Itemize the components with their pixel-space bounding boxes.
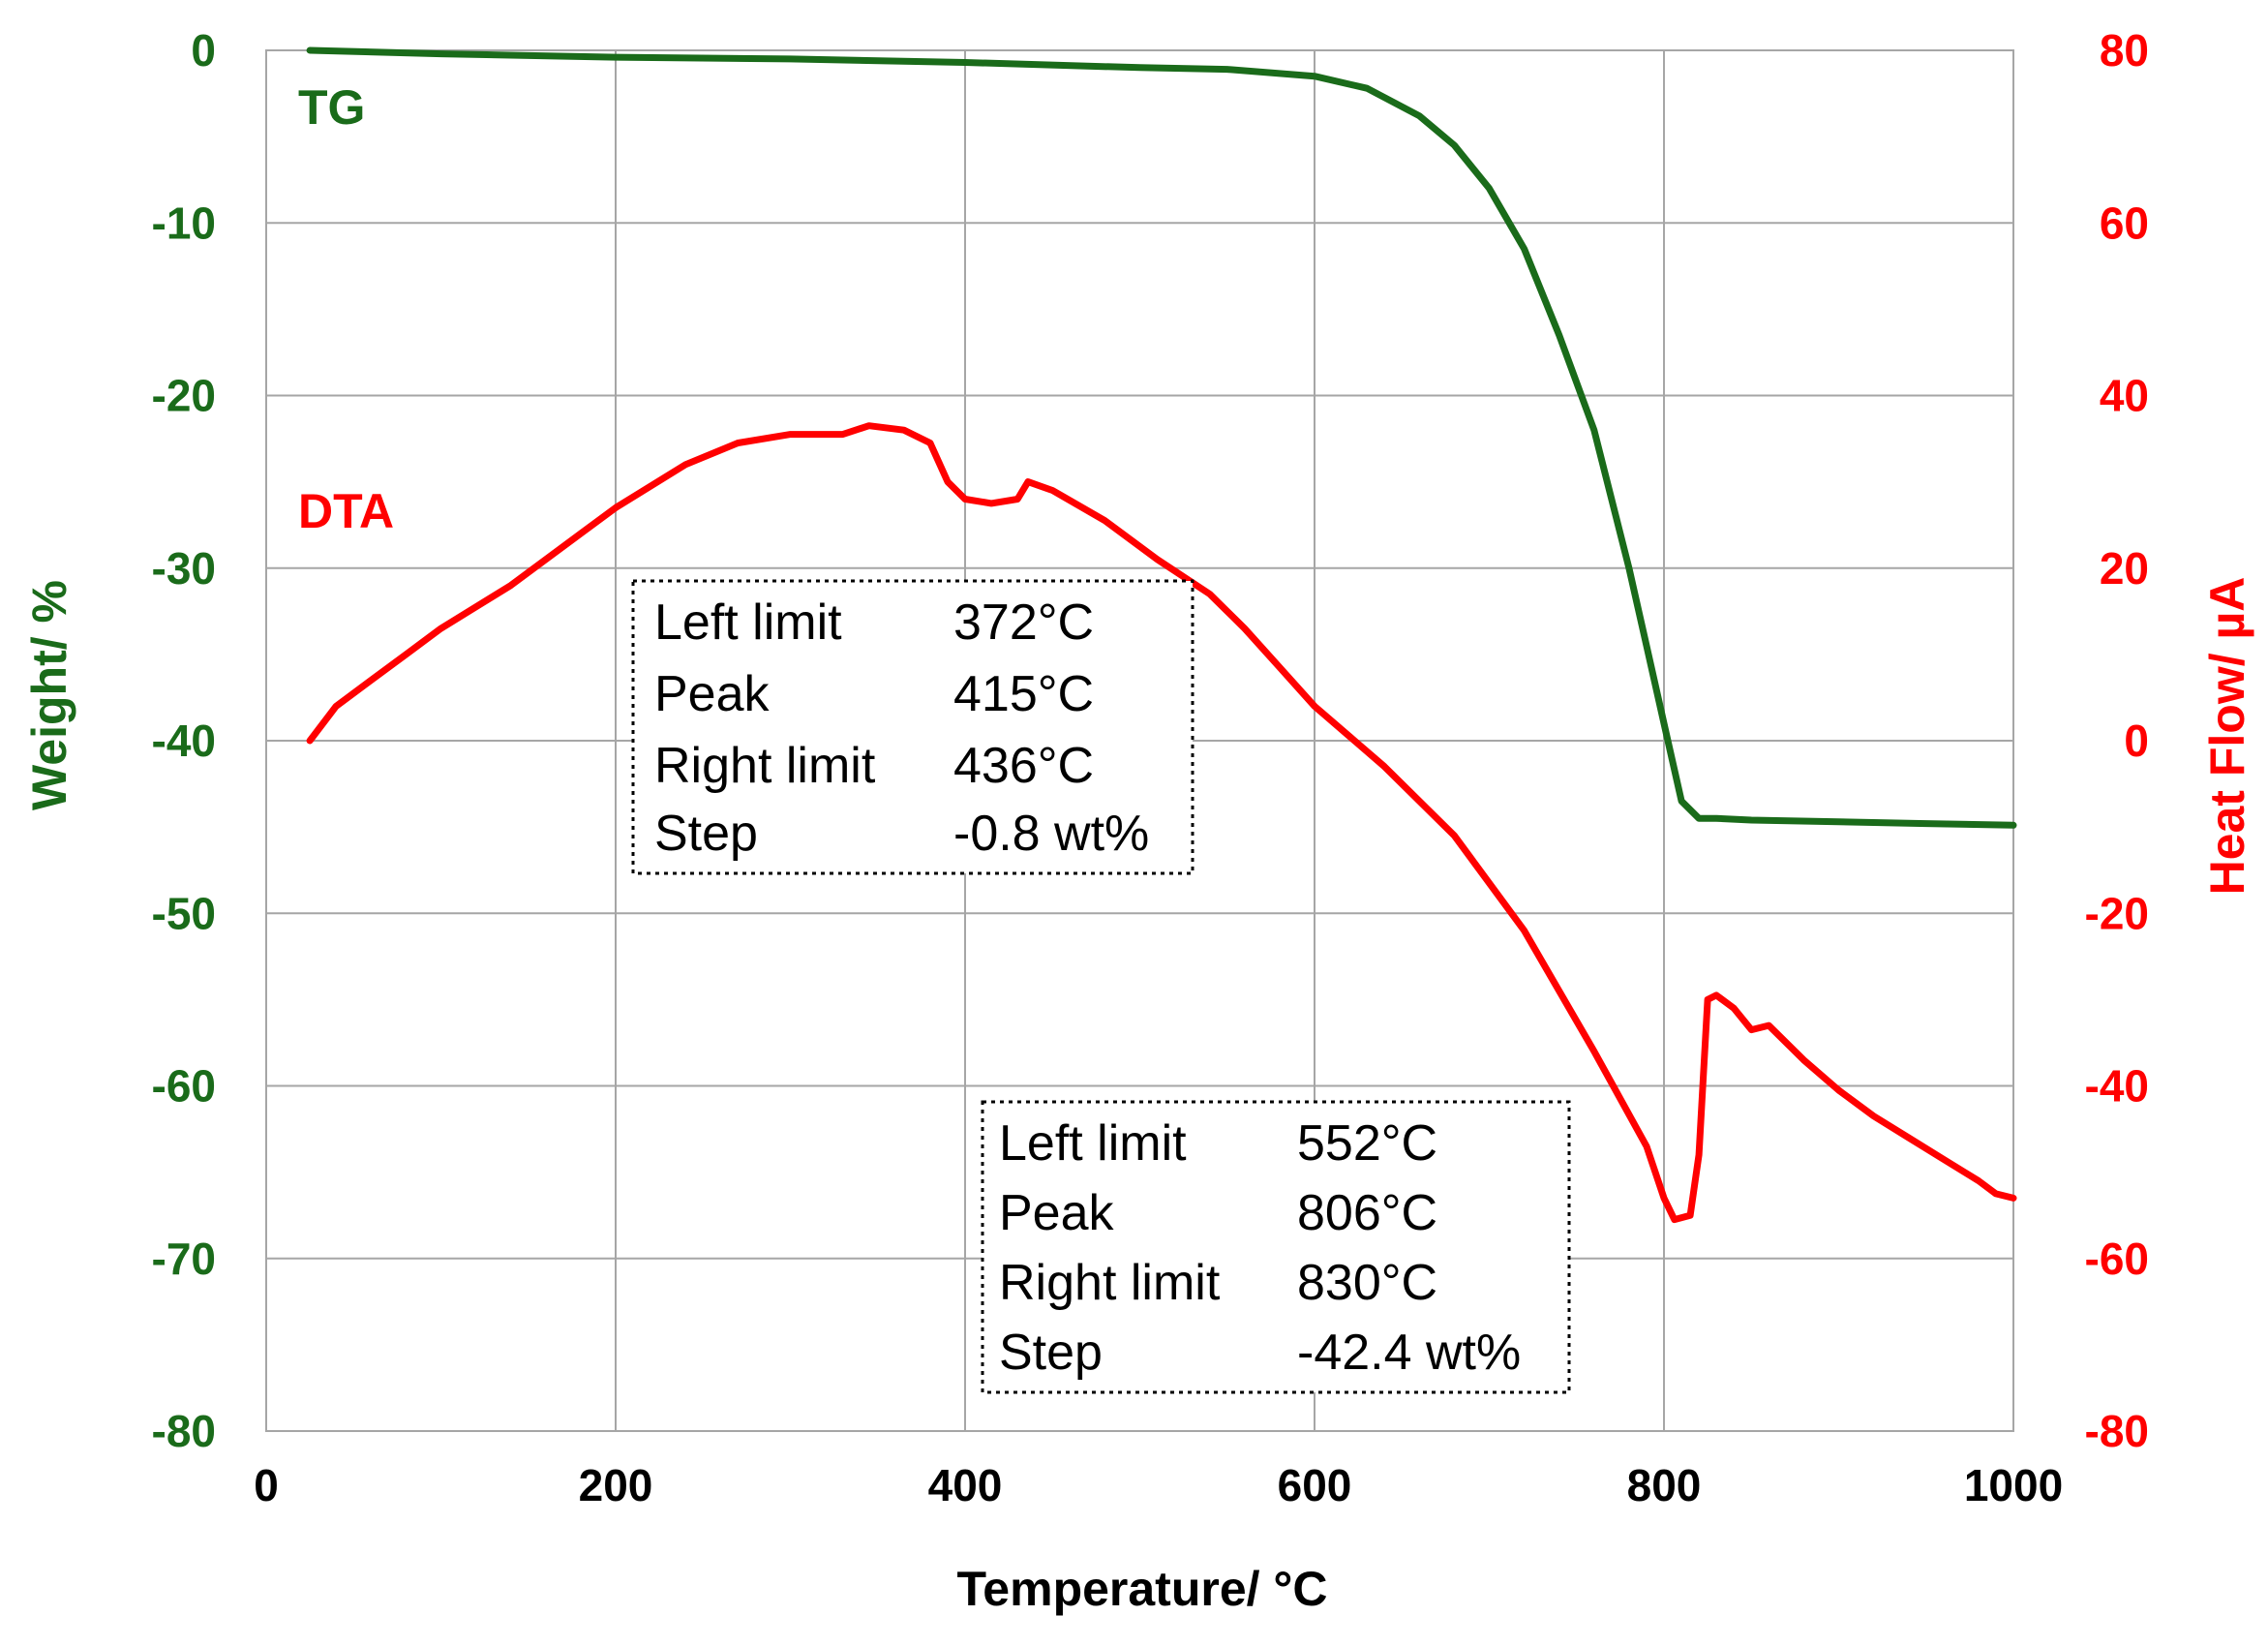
x-tick-label: 1000	[1964, 1460, 2063, 1510]
left-tick-label: -20	[152, 371, 216, 421]
left-tick-label: -40	[152, 716, 216, 766]
plot-area-frame	[265, 49, 2014, 1432]
grid	[266, 50, 2013, 1431]
x-tick-label: 600	[1278, 1460, 1352, 1510]
tg-series-line	[306, 46, 2017, 829]
annotation-value: 830°C	[1297, 1255, 1437, 1311]
tg-series-label: TG	[298, 80, 365, 135]
left-tick-label: -10	[152, 198, 216, 248]
annotation-box-1: Left limit 372°C Peak 415°C Right limit …	[631, 579, 1194, 875]
right-axis-title: Heat Flow/ µA	[2200, 577, 2254, 896]
left-axis-ticks: 0 -10 -20 -30 -40 -50 -60 -70 -80	[152, 25, 216, 1456]
annotation-label: Left limit	[999, 1115, 1187, 1172]
x-tick-label: 0	[254, 1460, 279, 1510]
right-tick-label: 0	[2124, 716, 2149, 766]
x-axis-title: Temperature/ °C	[956, 1562, 1327, 1616]
right-tick-label: -40	[2085, 1061, 2149, 1112]
annotation-label: Left limit	[654, 594, 842, 651]
annotation-value: 436°C	[953, 738, 1094, 794]
right-tick-label: -60	[2085, 1234, 2149, 1284]
annotation-value: -42.4 wt%	[1297, 1325, 1521, 1381]
right-tick-label: 80	[2100, 25, 2149, 76]
annotation-box-2: Left limit 552°C Peak 806°C Right limit …	[981, 1100, 1571, 1394]
annotation-value: -0.8 wt%	[953, 806, 1149, 862]
x-tick-label: 400	[928, 1460, 1003, 1510]
left-axis-title: Weight/ %	[22, 580, 76, 810]
annotation-label: Step	[654, 806, 758, 862]
x-tick-label: 800	[1627, 1460, 1702, 1510]
dta-series-label: DTA	[298, 484, 394, 538]
annotation-value: 372°C	[953, 594, 1094, 651]
left-tick-label: -70	[152, 1234, 216, 1284]
annotation-value: 806°C	[1297, 1185, 1437, 1241]
right-tick-label: 60	[2100, 198, 2149, 248]
right-tick-label: -20	[2085, 888, 2149, 938]
left-tick-label: 0	[191, 25, 216, 76]
dta-series-line	[306, 422, 2017, 1224]
right-tick-label: 40	[2100, 371, 2149, 421]
left-tick-label: -80	[152, 1406, 216, 1456]
left-tick-label: -30	[152, 543, 216, 594]
x-axis-ticks: 0 200 400 600 800 1000	[254, 1460, 2063, 1510]
right-axis-ticks: 80 60 40 20 0 -20 -40 -60 -80	[2085, 25, 2149, 1456]
annotation-label: Right limit	[654, 738, 876, 794]
annotation-value: 552°C	[1297, 1115, 1437, 1172]
annotation-frame	[981, 1100, 1571, 1394]
annotation-label: Peak	[654, 666, 771, 722]
annotation-value: 415°C	[953, 666, 1094, 722]
left-tick-label: -60	[152, 1061, 216, 1112]
annotation-label: Right limit	[999, 1255, 1221, 1311]
right-tick-label: -80	[2085, 1406, 2149, 1456]
annotation-label: Step	[999, 1325, 1103, 1381]
annotation-label: Peak	[999, 1185, 1115, 1241]
left-tick-label: -50	[152, 888, 216, 938]
x-tick-label: 200	[579, 1460, 653, 1510]
annotation-frame	[631, 579, 1194, 875]
right-tick-label: 20	[2100, 543, 2149, 594]
